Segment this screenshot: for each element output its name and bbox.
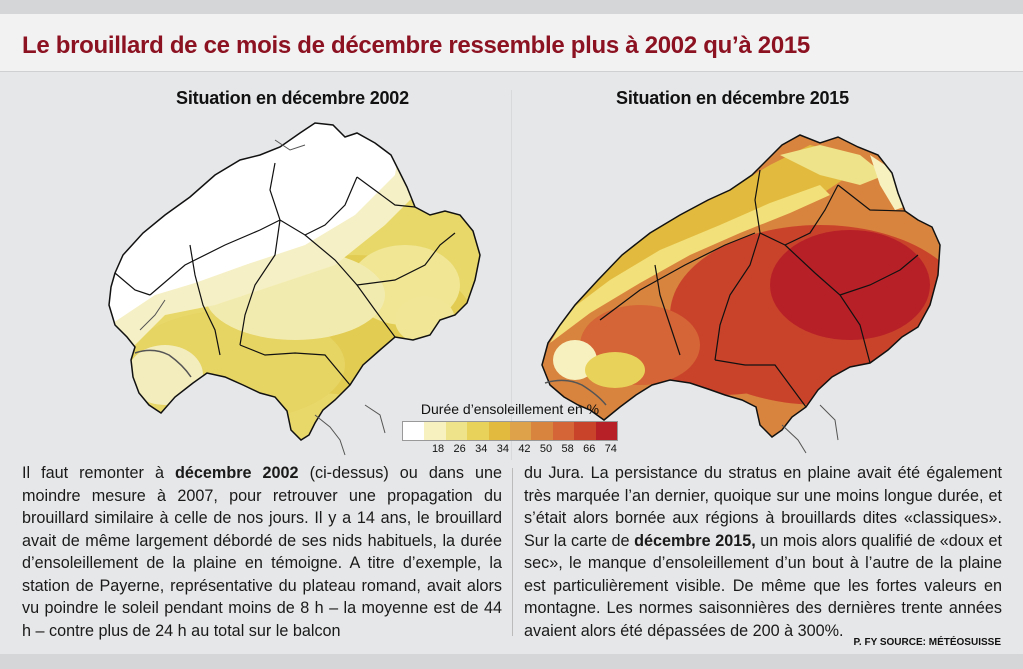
source-credit: P. FY SOURCE: MÉTÉOSUISSE	[853, 637, 1001, 648]
text-run: du Jura. La persistance du stratus en pl…	[524, 464, 1002, 550]
legend-tick: 42	[518, 443, 531, 455]
legend-swatch	[488, 422, 511, 440]
article-column-right: du Jura. La persistance du stratus en pl…	[524, 462, 1002, 642]
map-panel-2015: Situation en décembre 2015	[520, 80, 945, 460]
legend-swatch	[467, 422, 489, 440]
title-band	[0, 14, 1023, 72]
panel-divider	[511, 90, 512, 460]
legend-swatch	[574, 422, 596, 440]
legend-title: Durée d’ensoleillement en %	[420, 401, 600, 417]
legend-swatches	[402, 421, 618, 441]
column-divider	[512, 468, 513, 636]
legend-tick: 66	[583, 443, 596, 455]
legend-tick: 50	[539, 443, 553, 455]
map-panel-2002: Situation en décembre 2002	[95, 80, 490, 460]
article-column-left: Il faut remonter à décembre 2002 (ci-des…	[22, 462, 502, 642]
legend-swatch	[445, 422, 468, 440]
legend-swatch	[403, 422, 425, 440]
legend-tick: 26	[453, 443, 466, 455]
text-run: un mois alors qualifié de «doux et sec»,…	[524, 531, 1002, 640]
bottom-bar	[0, 654, 1023, 669]
legend-tick: 58	[561, 443, 574, 455]
top-bar	[0, 0, 1023, 14]
text-bold: décembre 2002	[175, 464, 299, 482]
legend-tick: 18	[431, 443, 445, 455]
map-title-2002: Situation en décembre 2002	[176, 88, 409, 108]
legend-swatch	[595, 422, 618, 440]
legend-tick: 34	[475, 443, 488, 455]
legend-swatch	[531, 422, 553, 440]
map-title-2015: Situation en décembre 2015	[616, 88, 849, 108]
sunshine-legend: Durée d’ensoleillement en % 18 26 34 34 …	[400, 401, 620, 455]
text-run: Il faut remonter à	[22, 464, 176, 482]
legend-swatch	[552, 422, 575, 440]
legend-ticks: 18 26 34 34 42 50 58 66 74	[402, 443, 618, 455]
switzerland-map-2015	[541, 134, 941, 454]
legend-tick	[402, 443, 424, 455]
page-title: Le brouillard de ce mois de décembre res…	[22, 32, 810, 59]
text-bold: décembre 2015,	[634, 531, 756, 550]
text-run: (ci-dessus) ou dans une moindre mesure à…	[22, 464, 502, 640]
legend-tick: 34	[496, 443, 509, 455]
legend-tick: 74	[604, 443, 617, 455]
switzerland-map-2002	[108, 122, 481, 456]
legend-swatch	[510, 422, 532, 440]
legend-swatch	[424, 422, 446, 440]
